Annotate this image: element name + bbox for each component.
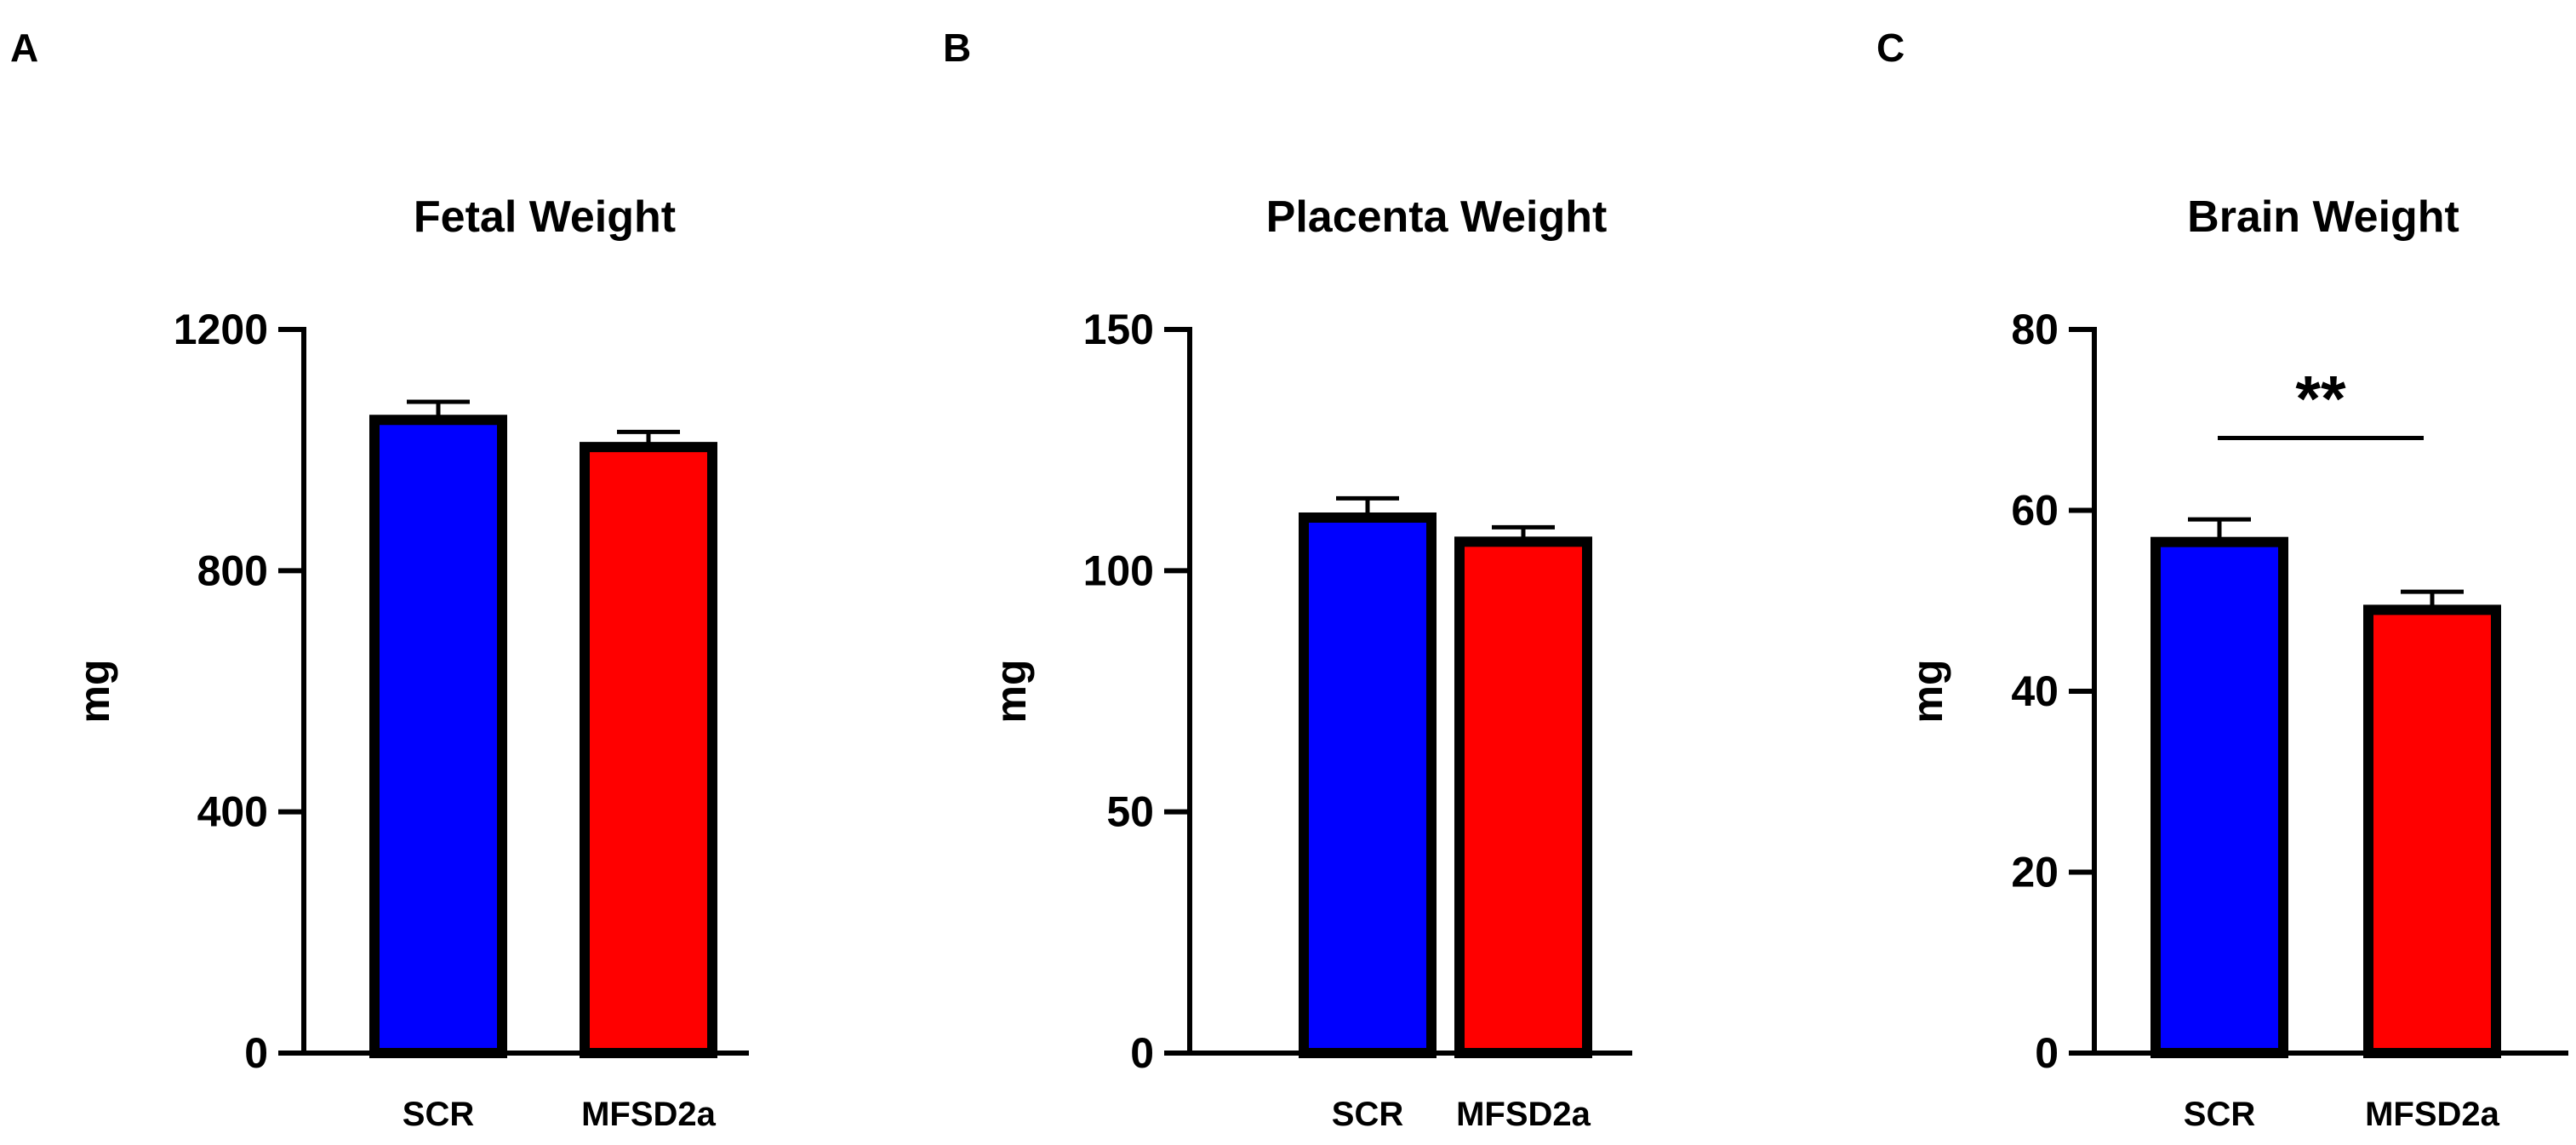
bar-mfsd2a: [2363, 604, 2501, 1058]
panel-b-chart: B Placenta Weight mg 0 50 100 150 SCR MFSD2…: [943, 26, 1632, 1133]
panel-label: A: [10, 26, 38, 70]
chart-title: Placenta Weight: [1266, 192, 1608, 242]
y-tick-label: 20: [2011, 849, 2059, 896]
y-tick-label: 800: [197, 547, 268, 594]
chart-title: Fetal Weight: [414, 192, 676, 242]
significance-marker: **: [2295, 364, 2346, 436]
y-tick-label: 50: [1106, 788, 1154, 836]
y-axis-label: mg: [71, 660, 118, 724]
x-tick-label-scr: SCR: [2184, 1096, 2256, 1133]
x-tick-label-mfsd2a: MFSD2a: [2365, 1096, 2500, 1133]
y-tick-label: 400: [197, 788, 268, 836]
bar-scr: [369, 415, 507, 1058]
bar-mfsd2a: [1454, 536, 1592, 1058]
y-tick-label: 150: [1083, 306, 1154, 353]
y-tick-label: 0: [244, 1029, 268, 1077]
y-axis-label: mg: [1904, 660, 1951, 724]
y-tick-label: 0: [2035, 1029, 2059, 1077]
y-tick-label: 1200: [174, 306, 268, 353]
bar-mfsd2a: [580, 442, 717, 1058]
x-tick-label-scr: SCR: [403, 1096, 475, 1133]
y-tick-label: 100: [1083, 547, 1154, 594]
bar-scr: [2150, 536, 2288, 1058]
panel-c-chart: C Brain Weight mg 0 20 40 60 80 ** SCR MFSD2a: [1876, 26, 2568, 1133]
chart-title: Brain Weight: [2187, 192, 2459, 242]
x-tick-label-mfsd2a: MFSD2a: [581, 1096, 717, 1133]
x-tick-label-scr: SCR: [1332, 1096, 1404, 1133]
y-axis-label: mg: [987, 660, 1035, 724]
panel-label: B: [943, 26, 971, 70]
y-tick-label: 80: [2011, 306, 2059, 353]
y-tick-label: 40: [2011, 667, 2059, 715]
y-tick-label: 60: [2011, 487, 2059, 535]
bar-scr: [1299, 512, 1437, 1058]
panel-a-chart: A Fetal Weight mg 0 400 800 1200 SCR MFSD2a: [10, 26, 749, 1133]
x-tick-label-mfsd2a: MFSD2a: [1456, 1096, 1591, 1133]
panel-label: C: [1876, 26, 1905, 70]
y-tick-label: 0: [1130, 1029, 1154, 1077]
